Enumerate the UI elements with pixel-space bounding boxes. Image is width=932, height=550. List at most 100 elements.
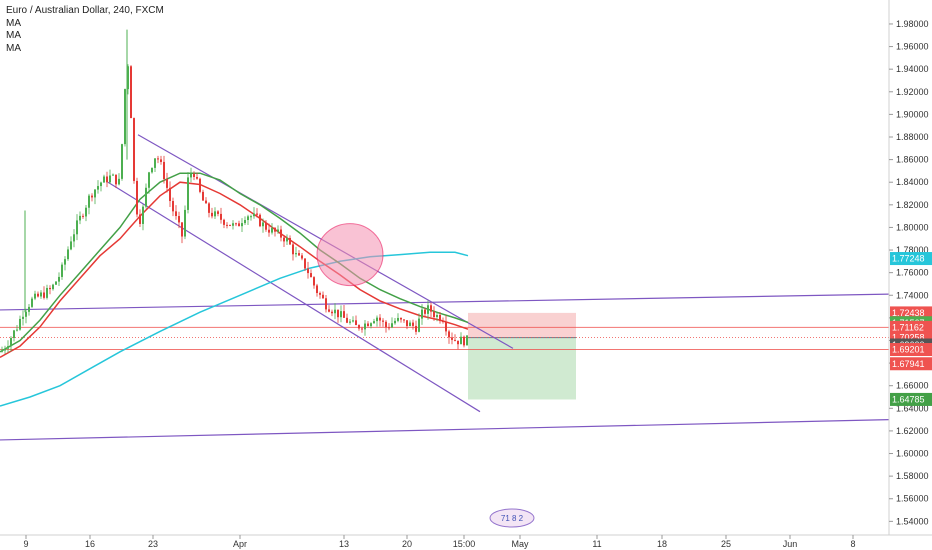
horizontal-levels	[0, 326, 889, 351]
x-tick-label-3: 23	[148, 539, 158, 549]
candle-151	[451, 332, 453, 345]
candle-142	[424, 307, 426, 317]
candle-body	[295, 253, 297, 255]
candle-body	[175, 211, 177, 217]
candle-body	[136, 180, 138, 215]
logo-badge-icon	[489, 508, 535, 528]
candle-body	[106, 176, 108, 183]
candle-31	[91, 193, 93, 202]
candle-body	[70, 241, 72, 250]
symbol-title[interactable]: Euro / Australian Dollar, 240, FXCM	[6, 5, 164, 16]
candle-body	[301, 255, 303, 259]
candle-84	[250, 214, 252, 221]
candle-22	[64, 256, 66, 271]
candle-body	[187, 177, 189, 210]
candle-118	[352, 316, 354, 323]
candle-body	[271, 227, 273, 233]
candle-body	[331, 311, 333, 314]
candle-body	[427, 305, 429, 314]
candle-149	[445, 315, 447, 336]
candle-55	[163, 155, 165, 184]
candle-120	[358, 324, 360, 331]
candle-15	[43, 286, 45, 300]
candle-111	[331, 309, 333, 317]
candle-body	[292, 244, 294, 255]
candle-body	[157, 158, 159, 160]
candle-body	[118, 178, 120, 185]
candle-body	[202, 191, 204, 201]
candle-body	[370, 323, 372, 327]
candle-76	[226, 222, 228, 229]
candle-92	[274, 226, 276, 237]
candle-body	[127, 66, 129, 90]
logo-text: 71 8 2	[501, 514, 524, 523]
candle-body	[448, 331, 450, 338]
candle-body	[385, 321, 387, 328]
candle-body	[442, 321, 444, 323]
candle-113	[337, 309, 339, 323]
candle-body	[196, 176, 198, 179]
highlight-circle-layer[interactable]	[316, 223, 384, 287]
price-badge-bg	[890, 343, 932, 357]
candle-41	[121, 143, 123, 181]
candle-body	[310, 273, 312, 278]
candle-body	[43, 292, 45, 298]
candle-13	[37, 291, 39, 298]
candle-body	[73, 234, 75, 242]
candle-156	[466, 335, 468, 346]
candle-body	[400, 317, 402, 320]
candle-122	[364, 319, 366, 336]
candle-body	[394, 320, 396, 324]
indicator-ma-3[interactable]: MA	[6, 42, 21, 54]
candle-body	[190, 173, 192, 178]
candle-body	[31, 298, 33, 307]
y-tick-label-7: 1.86000	[896, 155, 929, 165]
candle-39	[115, 174, 117, 188]
candle-139	[415, 320, 417, 335]
candle-57	[169, 181, 171, 208]
candle-78	[232, 220, 234, 230]
candle-body	[232, 223, 234, 226]
candle-127	[379, 314, 381, 327]
candle-93	[277, 225, 279, 234]
candle-body	[457, 340, 459, 345]
indicator-ma-1[interactable]: MA	[6, 17, 21, 29]
candle-72	[214, 207, 216, 220]
candle-24	[70, 236, 72, 251]
candle-body	[268, 229, 270, 233]
candle-body	[388, 327, 390, 329]
candle-42	[124, 88, 126, 147]
candle-135	[403, 319, 405, 323]
y-tick-label-22: 1.56000	[896, 494, 929, 504]
candle-body	[55, 281, 57, 285]
candle-body	[283, 237, 285, 242]
candle-body	[61, 264, 63, 277]
y-tick-label-17: 1.66000	[896, 381, 929, 391]
candle-100	[298, 250, 300, 256]
ma-mid-line	[0, 172, 469, 353]
candle-body	[151, 167, 153, 173]
candle-18	[52, 283, 54, 291]
candle-90	[268, 223, 270, 237]
candle-48	[142, 204, 144, 231]
candle-110	[328, 305, 330, 313]
candle-33	[97, 180, 99, 194]
price-badge-label: 1.67941	[892, 359, 925, 369]
stop-loss-zone	[468, 312, 576, 338]
candle-25	[73, 229, 75, 248]
candle-body	[253, 213, 255, 217]
candle-16	[46, 284, 48, 300]
indicator-ma-2[interactable]: MA	[6, 30, 21, 41]
price-badge-8: 1.67941	[890, 357, 932, 371]
time-axis[interactable]: 9 16 23 Apr 13 20 15:00 May 11 18 25 Jun 8	[23, 535, 856, 549]
ma-fast-line	[0, 181, 469, 359]
candle-body	[406, 320, 408, 327]
candle-10	[28, 304, 30, 316]
candle-body	[130, 66, 132, 119]
candle-body	[100, 182, 102, 187]
candle-body	[154, 158, 156, 168]
candle-134	[400, 317, 402, 323]
candle-125	[373, 318, 375, 324]
